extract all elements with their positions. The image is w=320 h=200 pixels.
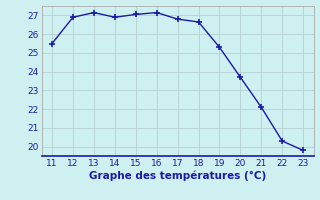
X-axis label: Graphe des températures (°C): Graphe des températures (°C) (89, 171, 266, 181)
